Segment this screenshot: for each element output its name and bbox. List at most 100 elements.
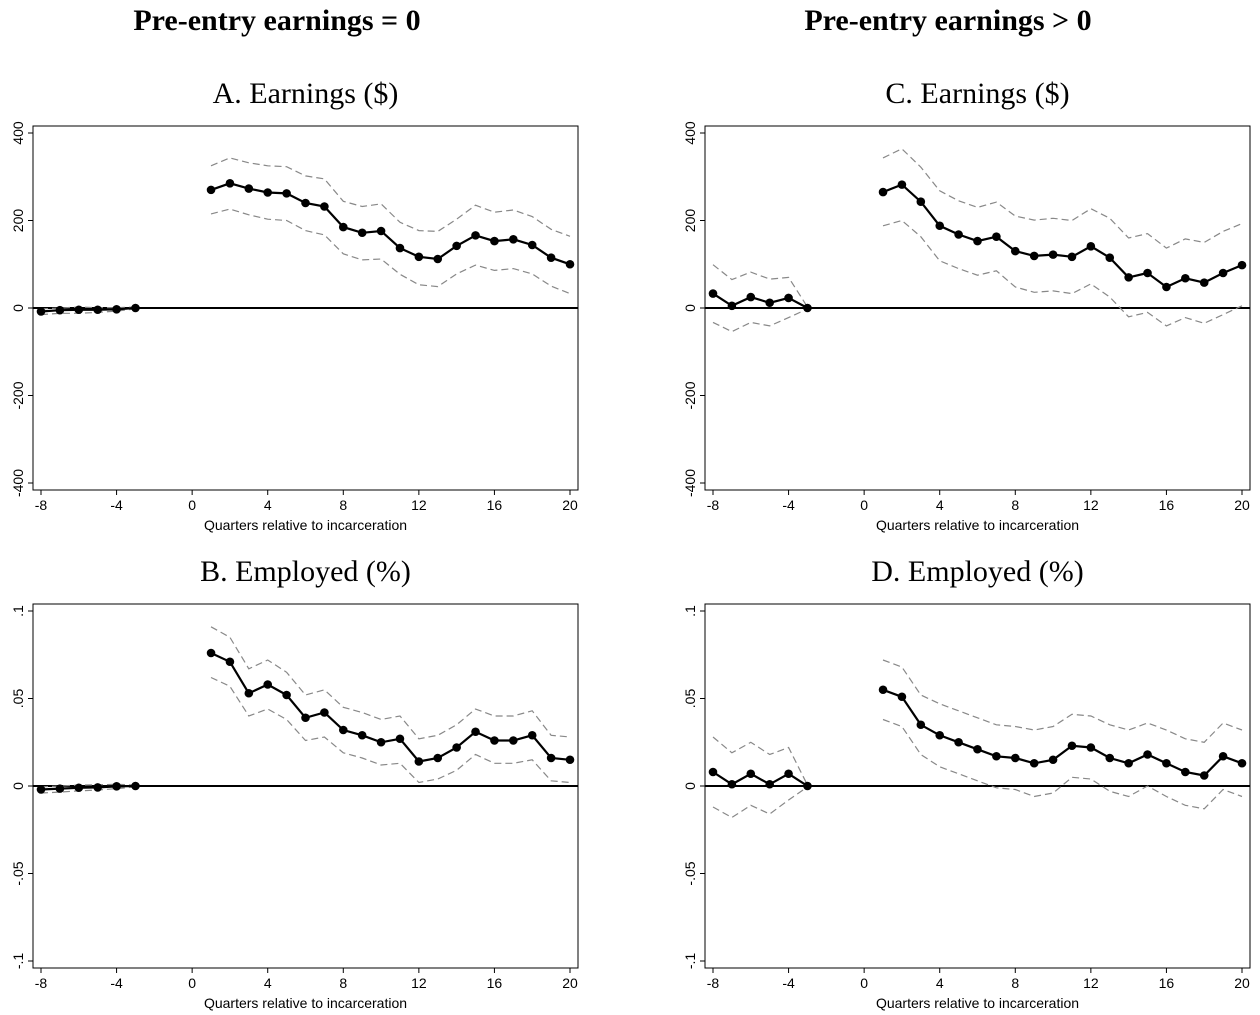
- y-tick-label: -.05: [682, 861, 698, 885]
- data-point: [1067, 252, 1077, 262]
- data-point: [376, 226, 386, 236]
- data-point: [206, 185, 216, 195]
- data-point: [490, 736, 499, 745]
- data-point: [452, 743, 461, 752]
- panel-title: B. Employed (%): [200, 555, 411, 588]
- x-tick-label: 20: [1234, 497, 1250, 513]
- x-tick-label: 8: [339, 975, 347, 991]
- ci-upper-line: [882, 148, 1243, 249]
- data-point: [74, 305, 84, 315]
- data-point: [1143, 268, 1152, 278]
- y-tick-label: 400: [682, 121, 698, 145]
- x-tick-label: 4: [264, 497, 272, 513]
- x-tick-label: -8: [35, 975, 48, 991]
- x-tick-label: -4: [110, 497, 123, 513]
- y-tick-label: 400: [10, 121, 26, 145]
- data-point: [452, 241, 461, 251]
- data-point: [708, 289, 718, 298]
- x-tick-label: 12: [1083, 975, 1099, 991]
- data-point: [414, 252, 424, 262]
- data-point: [803, 303, 812, 313]
- y-tick-label: .1: [682, 605, 698, 617]
- data-point: [282, 189, 291, 198]
- x-tick-label: 8: [1011, 975, 1019, 991]
- ci-lower-line: [882, 718, 1243, 810]
- panel-title: D. Employed (%): [871, 555, 1083, 588]
- data-point: [1048, 755, 1058, 765]
- data-point: [954, 230, 963, 239]
- data-point: [433, 753, 443, 763]
- data-point: [746, 769, 756, 779]
- data-point: [1010, 753, 1020, 763]
- data-point: [509, 736, 518, 745]
- x-axis-label: Quarters relative to incarceration: [876, 517, 1079, 533]
- data-point: [93, 305, 102, 315]
- data-point: [93, 783, 102, 792]
- data-point: [1218, 268, 1228, 278]
- x-tick-label: -4: [782, 975, 795, 991]
- y-tick-label: 200: [682, 209, 698, 233]
- ci-lower-line: [882, 219, 1243, 327]
- x-tick-label: 4: [936, 975, 944, 991]
- x-tick-label: 16: [487, 497, 503, 513]
- data-point: [471, 231, 480, 240]
- y-tick-label: 0: [682, 782, 698, 790]
- data-point: [765, 779, 774, 789]
- x-tick-label: -8: [707, 497, 720, 513]
- data-point: [1105, 253, 1115, 262]
- estimate-line: [882, 183, 1243, 289]
- x-axis-label: Quarters relative to incarceration: [204, 517, 407, 533]
- data-point: [131, 781, 140, 791]
- y-tick-label: -.1: [682, 953, 698, 970]
- panel-d: D. Employed (%) -8 -4 0 4 8 12 16 20 Quarters rel…: [682, 555, 1251, 1011]
- data-point: [746, 292, 756, 302]
- x-tick-label: 16: [487, 975, 503, 991]
- data-point: [36, 307, 46, 316]
- data-point: [784, 293, 793, 303]
- x-tick-label: 8: [339, 497, 347, 513]
- data-point: [1218, 751, 1228, 761]
- data-point: [1162, 758, 1171, 768]
- estimate-line: [712, 771, 809, 787]
- data-point: [992, 751, 1001, 761]
- data-point: [320, 202, 329, 211]
- data-point: [395, 734, 405, 744]
- x-tick-label: 20: [562, 497, 578, 513]
- data-point: [954, 737, 963, 747]
- data-point: [1029, 758, 1039, 768]
- data-point: [1237, 260, 1247, 270]
- data-point: [112, 782, 121, 791]
- data-point: [916, 197, 926, 206]
- x-tick-label: -4: [110, 975, 123, 991]
- data-point: [1067, 741, 1077, 751]
- data-point: [1181, 767, 1190, 777]
- data-point: [282, 690, 291, 700]
- data-point: [1199, 278, 1209, 287]
- data-point: [225, 179, 235, 188]
- data-point: [784, 769, 793, 779]
- data-point: [509, 235, 518, 244]
- data-point: [55, 784, 65, 793]
- data-point: [338, 725, 348, 735]
- y-tick-label: 200: [10, 209, 26, 233]
- x-tick-label: -8: [35, 497, 48, 513]
- x-tick-label: 12: [411, 497, 427, 513]
- column-title-left: Pre-entry earnings = 0: [133, 4, 420, 37]
- data-point: [1048, 250, 1058, 259]
- data-point: [244, 184, 254, 193]
- data-point: [897, 692, 907, 702]
- data-point: [301, 713, 310, 723]
- data-point: [1010, 246, 1020, 256]
- y-tick-label: -.05: [10, 861, 26, 885]
- data-point: [878, 187, 888, 197]
- y-tick-label: -200: [682, 381, 698, 409]
- x-tick-label: -4: [782, 497, 795, 513]
- data-point: [897, 180, 907, 189]
- x-tick-label: 0: [860, 975, 868, 991]
- x-tick-label: 8: [1011, 497, 1019, 513]
- data-point: [244, 688, 254, 698]
- ci-lower-line: [712, 308, 808, 333]
- x-tick-label: 20: [562, 975, 578, 991]
- data-point: [546, 753, 556, 763]
